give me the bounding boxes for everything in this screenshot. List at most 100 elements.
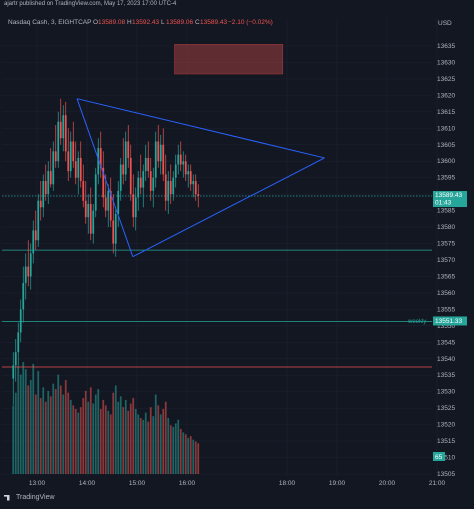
volume-bar <box>47 390 50 474</box>
volume-bar <box>172 427 175 474</box>
weekly-value: 13551.33 <box>435 318 462 325</box>
candle-body <box>174 164 177 178</box>
volume-bar <box>112 392 115 474</box>
volume-bar <box>162 408 165 474</box>
volume-bar <box>94 394 97 474</box>
triangle-pattern[interactable] <box>76 98 325 258</box>
price-tick-label: 13515 <box>437 438 455 445</box>
volume-bar <box>164 401 167 474</box>
price-tick-label: 13550 <box>437 323 455 330</box>
weekly-label: weekly <box>407 319 426 325</box>
price-tick-label: 13540 <box>437 356 455 363</box>
volume-bar <box>84 390 87 474</box>
legend: Nasdaq Cash, 3, EIGHTCAP O 13589.08 H 13592… <box>8 19 273 26</box>
candle-body <box>179 154 182 165</box>
volume-bar <box>92 403 95 474</box>
candle-body <box>84 200 87 218</box>
volume-bar <box>169 425 172 474</box>
price-tick-label: 13585 <box>437 208 455 215</box>
volume-bar <box>87 401 90 474</box>
candle-body <box>129 157 132 195</box>
price-tick-label: 13530 <box>437 389 455 396</box>
ohlc-key: H <box>127 19 132 26</box>
candle-body <box>139 177 142 188</box>
volume-bar <box>39 398 42 474</box>
volume-bar <box>114 385 117 474</box>
candle-body <box>159 144 162 162</box>
candle-body <box>17 332 20 353</box>
volume-bar <box>69 399 72 474</box>
candle-body <box>92 210 95 234</box>
time-axis[interactable]: 13:00 14:00 15:00 16:00 18:00 19:00 20:00 21:00… <box>29 480 474 487</box>
price-axis[interactable]: 13505 13510 13515 13520 13525 13530 13535 13540… <box>437 43 455 478</box>
horizontal-levels <box>2 195 432 368</box>
resistance-zone <box>174 44 284 75</box>
countdown-value: 01:43 <box>435 200 452 207</box>
candle-body <box>109 190 112 221</box>
volume-bar <box>12 405 15 474</box>
candle-body <box>152 177 155 191</box>
volume-bar <box>14 392 17 474</box>
price-tick-label: 13600 <box>437 158 455 165</box>
volume-bar <box>19 374 22 474</box>
candle-body <box>162 144 165 175</box>
candle-body <box>27 266 30 277</box>
candle-body <box>117 190 120 214</box>
trendline <box>132 157 325 258</box>
ohlc-key: O <box>93 19 98 26</box>
candle-body <box>37 200 40 241</box>
price-tick-label: 13570 <box>437 257 455 264</box>
candle-body <box>44 180 47 195</box>
candle-body <box>127 141 130 158</box>
volume-bar <box>29 380 32 474</box>
candle-body <box>74 161 77 178</box>
candle-body <box>32 230 35 254</box>
volume-bar <box>137 414 140 474</box>
tradingview-logo[interactable]: TradingView <box>4 494 55 501</box>
candles <box>12 98 200 405</box>
volume-bar <box>42 387 45 474</box>
volume-bar <box>147 421 150 474</box>
candle-body <box>142 171 145 188</box>
symbol-label: Nasdaq Cash, 3, EIGHTCAP <box>8 19 91 26</box>
candle-body <box>122 164 125 175</box>
candle-body <box>29 253 32 277</box>
volume-bar <box>74 408 77 474</box>
volume-bar <box>149 407 152 474</box>
candle-body <box>132 194 135 218</box>
volume-bar <box>62 394 65 474</box>
candle-body <box>87 204 90 218</box>
volume-bar <box>157 405 160 474</box>
volume-bar <box>97 389 100 474</box>
candle-body <box>157 141 160 162</box>
candle-body <box>22 283 25 310</box>
volume-bar <box>132 398 135 474</box>
volume-bar <box>109 414 112 474</box>
candle-body <box>167 180 170 201</box>
candle-body <box>12 365 15 379</box>
time-tick-label: 13:00 <box>29 480 46 487</box>
time-tick-label: 20:00 <box>379 480 396 487</box>
brand-label: TradingView <box>16 494 55 501</box>
candle-body <box>192 180 195 185</box>
candle-body <box>57 121 60 162</box>
volume-bar <box>142 419 145 474</box>
volume-bar <box>22 362 25 474</box>
volume-bar <box>82 398 85 474</box>
candle-body <box>149 171 152 191</box>
volume-bar <box>54 389 57 474</box>
candle-body <box>197 194 200 197</box>
volume-bar <box>24 369 27 474</box>
volume-bar <box>154 394 157 474</box>
candle-body <box>54 151 57 162</box>
volume-bar <box>57 374 60 474</box>
price-tick-label: 13560 <box>437 290 455 297</box>
time-tick-label: 15:00 <box>129 480 146 487</box>
volume-bars <box>12 362 200 474</box>
price-tick-label: 13580 <box>437 224 455 231</box>
volume-bar <box>194 441 197 474</box>
price-tick-label: 13605 <box>437 142 455 149</box>
volume-bar <box>187 437 190 474</box>
candle-body <box>107 190 110 211</box>
